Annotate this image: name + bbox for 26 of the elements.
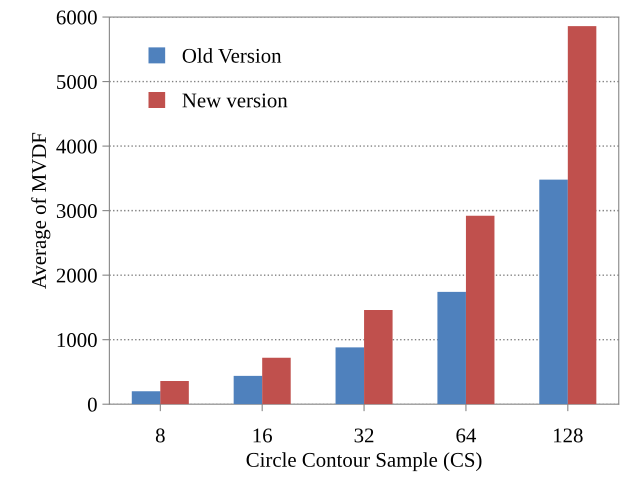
y-tick-label: 3000 bbox=[56, 204, 97, 218]
bar bbox=[132, 391, 160, 404]
y-tick-label: 4000 bbox=[56, 139, 97, 154]
bar bbox=[336, 347, 364, 404]
y-tick-label: 6000 bbox=[56, 10, 97, 24]
y-tick-label: 2000 bbox=[56, 268, 97, 283]
bar bbox=[568, 26, 596, 404]
x-axis-title: Circle Contour Sample (CS) bbox=[246, 452, 482, 472]
x-tick-label: 16 bbox=[254, 428, 272, 442]
bar bbox=[539, 180, 568, 404]
bar bbox=[437, 292, 466, 404]
bar bbox=[466, 216, 494, 404]
bar bbox=[364, 310, 393, 404]
y-axis-title: Average of MVDF bbox=[31, 132, 50, 289]
y-tick-label: 1000 bbox=[58, 333, 97, 348]
x-tick-label: 64 bbox=[456, 428, 476, 442]
legend-label: Old Version bbox=[182, 48, 282, 63]
bar bbox=[262, 358, 291, 404]
y-tick-label: 5000 bbox=[57, 74, 97, 90]
x-tick-label: 32 bbox=[354, 428, 374, 442]
legend-label: New version bbox=[182, 93, 288, 108]
bar bbox=[234, 376, 262, 404]
bar bbox=[160, 380, 189, 404]
x-tick-label: 8 bbox=[156, 428, 165, 442]
y-tick-label: 0 bbox=[88, 398, 97, 412]
x-tick-label: 128 bbox=[554, 428, 583, 442]
